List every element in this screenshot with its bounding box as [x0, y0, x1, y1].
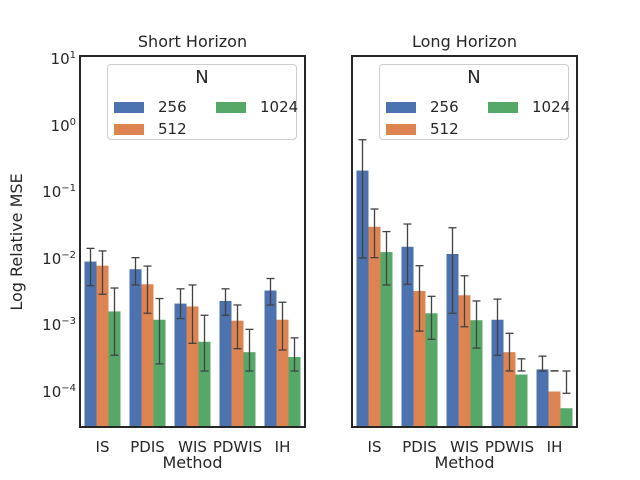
- y-tick-label: 10−2: [42, 249, 76, 268]
- error-bar: [562, 370, 571, 394]
- y-tick-label: 10−1: [42, 183, 76, 201]
- error-bar: [188, 284, 197, 344]
- error-bar: [472, 300, 481, 349]
- legend-swatch-512: [114, 124, 144, 135]
- error-bar: [448, 227, 457, 314]
- bar-short-horizon-PDIS-512: [141, 284, 154, 426]
- bar-long-horizon-PDIS-512: [413, 290, 426, 426]
- bar-short-horizon-PDWIS-512: [231, 320, 244, 426]
- x-tick-label: PDWIS: [212, 438, 263, 456]
- error-bar: [517, 358, 526, 372]
- error-bar: [233, 304, 242, 350]
- legend-swatch-1024: [488, 102, 518, 113]
- bar-short-horizon-WIS-1024: [198, 341, 211, 426]
- error-bar: [221, 288, 230, 316]
- bar-long-horizon-IH-512: [548, 391, 561, 426]
- bar-long-horizon-IS-1024: [380, 252, 393, 426]
- bar-long-horizon-IH-256: [536, 369, 549, 426]
- bar-long-horizon-PDIS-1024: [425, 313, 438, 426]
- bar-short-horizon-IH-1024: [288, 357, 301, 426]
- bar-short-horizon-IH-512: [276, 319, 289, 426]
- y-tick-label: 100: [50, 116, 76, 135]
- y-tick-label: 10−3: [42, 316, 76, 334]
- right-plot-title: Long Horizon: [412, 32, 517, 51]
- x-tick-label: WIS: [178, 438, 207, 456]
- y-tick-label: 101: [50, 50, 76, 68]
- x-tick-label: IS: [95, 438, 110, 456]
- error-bar: [131, 256, 140, 286]
- bar-long-horizon-WIS-512: [458, 295, 471, 426]
- error-bar: [370, 208, 379, 259]
- x-tick-label: IS: [367, 438, 382, 456]
- legend-title: N: [195, 67, 209, 88]
- bar-short-horizon-IS-256: [84, 261, 97, 426]
- bar-short-horizon-IS-512: [96, 265, 109, 426]
- axes-frame: [351, 55, 578, 428]
- legend-swatch-1024: [216, 102, 246, 113]
- error-bar: [176, 288, 185, 320]
- subplot-long-horizon: [351, 55, 578, 428]
- bar-short-horizon-PDWIS-256: [219, 300, 232, 426]
- bar-short-horizon-PDIS-1024: [153, 319, 166, 426]
- legend-label-1024: 1024: [260, 98, 299, 116]
- bar-long-horizon-PDWIS-256: [491, 319, 504, 426]
- x-tick-label: IH: [274, 438, 291, 456]
- bar-short-horizon-IH-256: [264, 290, 277, 426]
- bar-long-horizon-WIS-256: [446, 253, 459, 426]
- bar-long-horizon-WIS-1024: [470, 320, 483, 426]
- legend-label-1024: 1024: [532, 98, 571, 116]
- x-tick-label: PDIS: [130, 438, 165, 456]
- bar-long-horizon-IS-512: [368, 226, 381, 426]
- legend-swatch-512: [386, 124, 416, 135]
- error-bar: [200, 314, 209, 372]
- error-bar: [143, 265, 152, 314]
- error-bar: [155, 297, 164, 365]
- error-bar: [290, 337, 299, 372]
- error-bar: [278, 301, 287, 351]
- legend-swatch-256: [114, 102, 144, 113]
- x-tick-label: PDWIS: [484, 438, 535, 456]
- error-bar: [358, 139, 367, 259]
- error-bar: [382, 230, 391, 286]
- y-tick-label: 10−4: [42, 382, 76, 401]
- bar-short-horizon-WIS-512: [186, 306, 199, 426]
- legend-swatch-256: [386, 102, 416, 113]
- error-bar: [98, 250, 107, 295]
- axes-frame: [79, 55, 306, 428]
- legend: N 256 512 1024: [107, 64, 298, 140]
- bar-long-horizon-IS-256: [356, 170, 369, 426]
- legend: N 256 512 1024: [379, 64, 570, 140]
- x-axis-label-left: Method: [162, 453, 223, 472]
- error-bar: [86, 247, 95, 287]
- error-bar: [245, 328, 254, 372]
- error-bar: [493, 298, 502, 356]
- x-tick-label: PDIS: [402, 438, 437, 456]
- error-bar: [415, 265, 424, 332]
- x-axis-label-right: Method: [434, 453, 495, 472]
- error-bar: [110, 287, 119, 356]
- error-bar: [460, 275, 469, 328]
- bar-long-horizon-PDIS-256: [401, 246, 414, 426]
- subplot-short-horizon: [79, 55, 306, 428]
- bar-short-horizon-WIS-256: [174, 303, 187, 426]
- legend-label-512: 512: [430, 120, 459, 138]
- x-tick-label: IH: [546, 438, 563, 456]
- error-bar: [538, 355, 547, 372]
- legend-label-512: 512: [158, 120, 187, 138]
- legend-label-256: 256: [430, 98, 459, 116]
- error-bar: [403, 223, 412, 285]
- legend-title: N: [467, 67, 481, 88]
- bar-long-horizon-PDWIS-1024: [515, 374, 528, 426]
- left-plot-title: Short Horizon: [137, 32, 248, 51]
- legend-label-256: 256: [158, 98, 187, 116]
- bar-short-horizon-IS-1024: [108, 311, 121, 426]
- bar-short-horizon-PDIS-256: [129, 269, 142, 426]
- error-bar: [427, 295, 436, 340]
- bar-long-horizon-IH-1024: [560, 408, 573, 426]
- x-tick-label: WIS: [450, 438, 479, 456]
- error-bar: [505, 332, 514, 372]
- error-bar: [266, 277, 275, 306]
